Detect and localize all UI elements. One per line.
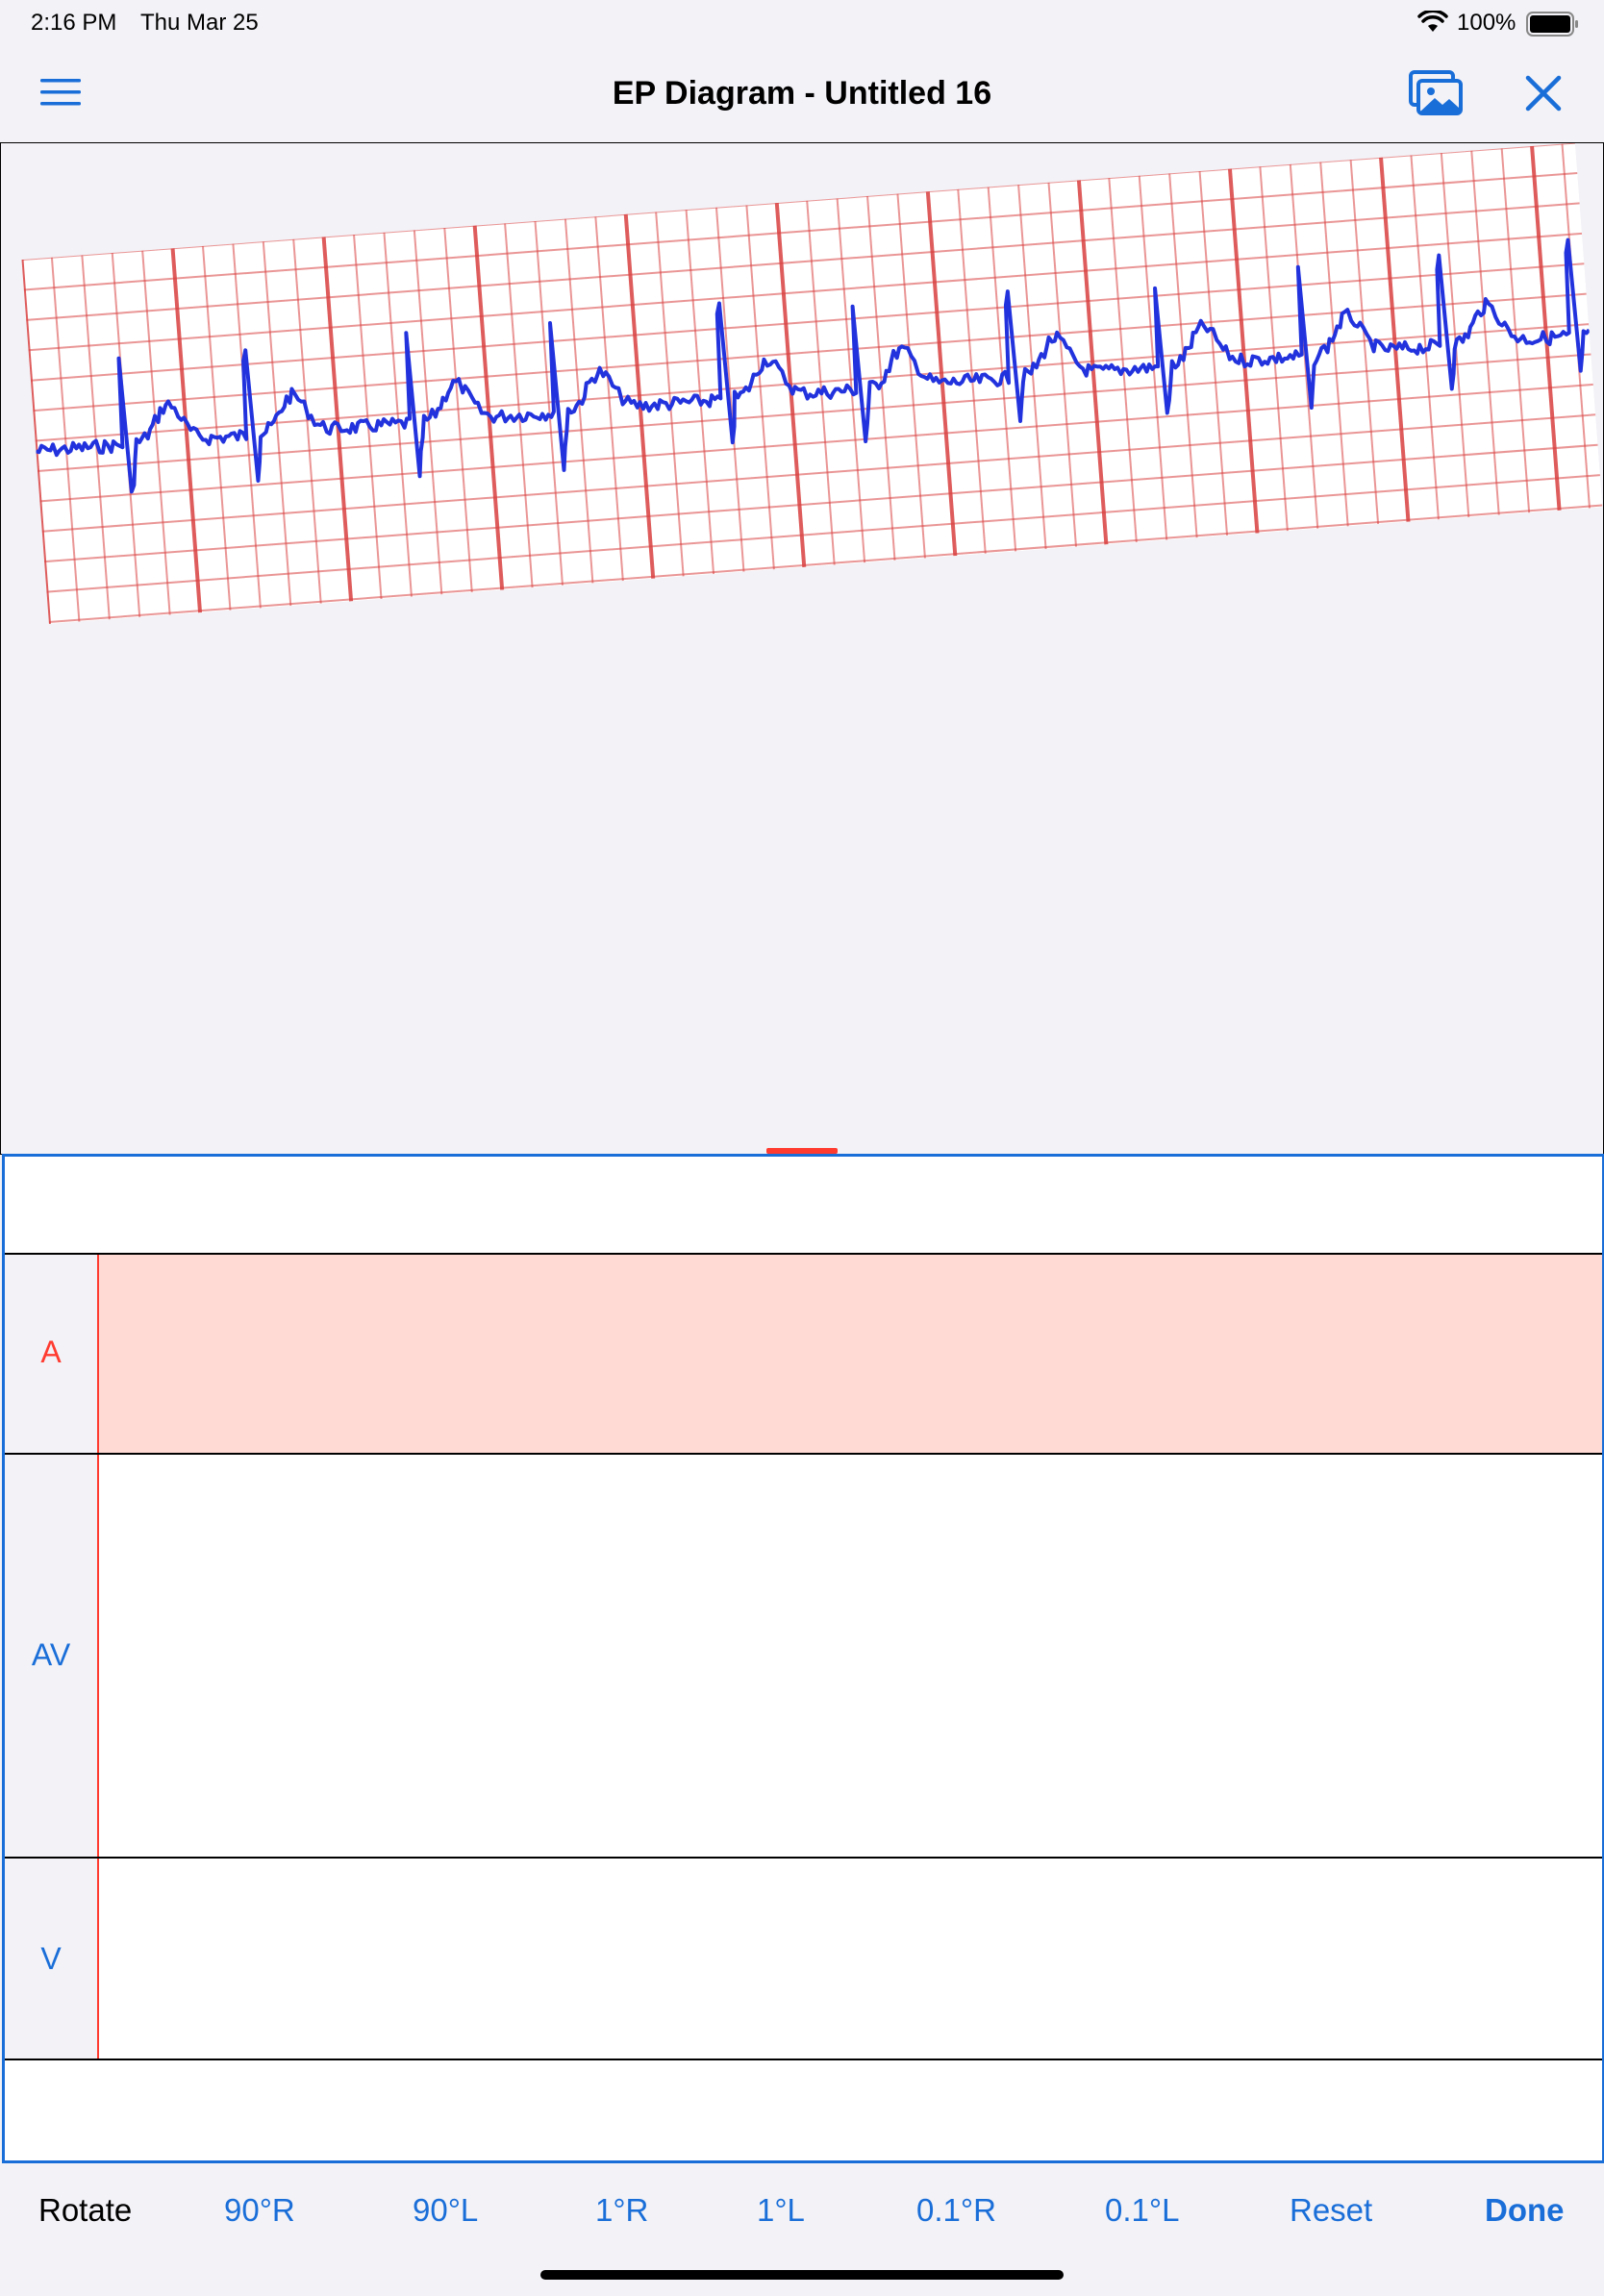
row-label-cell: A <box>5 1255 99 1453</box>
done-button[interactable]: Done <box>1485 2192 1565 2228</box>
rotate-1-right-button[interactable]: 1°R <box>595 2192 649 2228</box>
ladder-diagram[interactable]: A AV V <box>2 1154 1604 2163</box>
row-label-v: V <box>40 1941 62 1976</box>
row-label-av: AV <box>31 1637 71 1672</box>
rotate-0-1-right-button[interactable]: 0.1°R <box>916 2192 996 2228</box>
navigation-bar: EP Diagram - Untitled 16 <box>0 46 1604 142</box>
photo-library-icon[interactable] <box>1408 69 1464 117</box>
row-label-cell: AV <box>5 1455 99 1857</box>
divider-handle[interactable] <box>766 1148 838 1154</box>
row-area-av[interactable] <box>99 1455 1602 1857</box>
ecg-strip-image[interactable] <box>21 143 1603 624</box>
ladder-row-v[interactable]: V <box>5 1857 1602 2060</box>
ladder-row-av[interactable]: AV <box>5 1453 1602 1857</box>
row-area-v[interactable] <box>99 1859 1602 2059</box>
rotate-90-right-button[interactable]: 90°R <box>224 2192 295 2228</box>
home-indicator <box>540 2270 1064 2280</box>
reset-button[interactable]: Reset <box>1290 2192 1373 2228</box>
rotate-toolbar: Rotate 90°R 90°L 1°R 1°L 0.1°R 0.1°L Res… <box>0 2161 1604 2258</box>
row-area-a[interactable] <box>99 1255 1602 1453</box>
battery-percentage: 100% <box>1457 10 1516 36</box>
rotate-label: Rotate <box>38 2192 133 2228</box>
page-title: EP Diagram - Untitled 16 <box>612 75 992 112</box>
rotate-1-left-button[interactable]: 1°L <box>757 2192 805 2228</box>
hamburger-menu-icon[interactable] <box>38 73 83 112</box>
status-bar: 2:16 PM Thu Mar 25 100% <box>0 0 1604 46</box>
rotate-0-1-left-button[interactable]: 0.1°L <box>1105 2192 1180 2228</box>
rotate-90-left-button[interactable]: 90°L <box>413 2192 479 2228</box>
status-date: Thu Mar 25 <box>140 10 259 36</box>
battery-icon <box>1526 12 1578 37</box>
ladder-row-a[interactable]: A <box>5 1253 1602 1453</box>
wifi-icon <box>1417 11 1448 32</box>
ecg-image-area[interactable] <box>0 142 1604 1155</box>
row-label-a: A <box>40 1335 62 1369</box>
status-time: 2:16 PM <box>31 10 117 36</box>
close-icon[interactable] <box>1525 75 1562 112</box>
row-label-cell: V <box>5 1859 99 2059</box>
